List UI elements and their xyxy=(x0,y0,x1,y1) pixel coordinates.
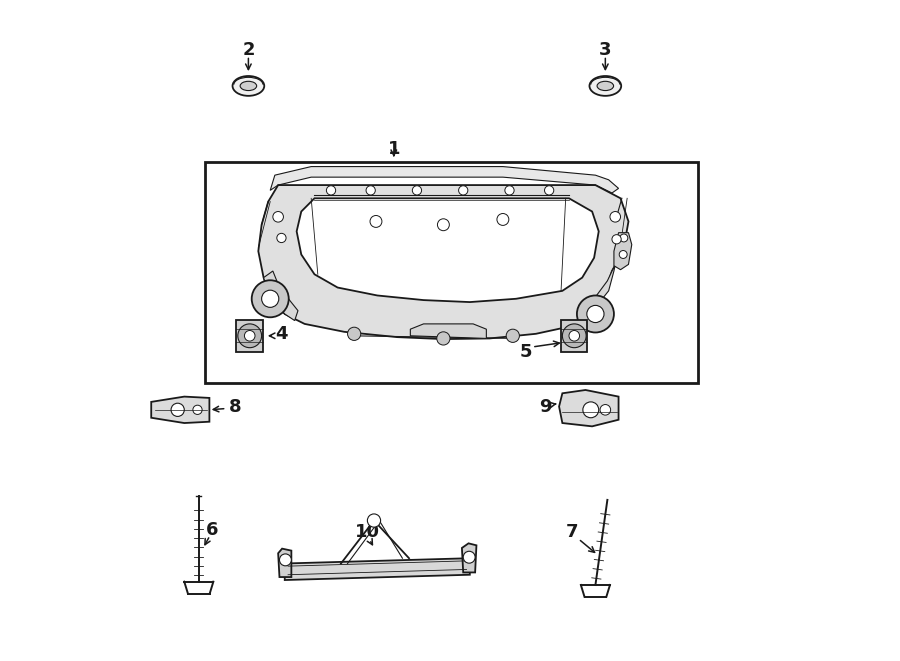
Ellipse shape xyxy=(240,81,256,91)
Circle shape xyxy=(367,514,381,527)
Text: 2: 2 xyxy=(242,40,255,59)
Ellipse shape xyxy=(232,76,265,96)
Circle shape xyxy=(562,324,586,348)
Polygon shape xyxy=(258,185,628,339)
Polygon shape xyxy=(151,397,210,423)
Circle shape xyxy=(277,233,286,243)
Circle shape xyxy=(569,330,580,341)
Circle shape xyxy=(245,330,255,341)
Text: 4: 4 xyxy=(275,325,288,343)
Text: 5: 5 xyxy=(520,342,532,361)
Circle shape xyxy=(459,186,468,195)
Circle shape xyxy=(238,324,262,348)
Circle shape xyxy=(544,186,554,195)
Polygon shape xyxy=(559,390,618,426)
Circle shape xyxy=(193,405,202,414)
Bar xyxy=(237,320,263,352)
Circle shape xyxy=(610,212,620,222)
Text: 9: 9 xyxy=(540,397,552,416)
Circle shape xyxy=(370,215,382,227)
Circle shape xyxy=(497,214,508,225)
Ellipse shape xyxy=(597,81,614,91)
Bar xyxy=(205,162,698,383)
Text: 8: 8 xyxy=(229,397,241,416)
Circle shape xyxy=(619,251,627,258)
Circle shape xyxy=(327,186,336,195)
Polygon shape xyxy=(614,233,632,270)
Circle shape xyxy=(612,235,621,244)
Polygon shape xyxy=(284,558,470,580)
Circle shape xyxy=(506,329,519,342)
Circle shape xyxy=(587,305,604,323)
Text: 1: 1 xyxy=(388,139,400,158)
Polygon shape xyxy=(410,324,486,338)
Text: 10: 10 xyxy=(355,523,380,541)
Circle shape xyxy=(252,280,289,317)
Circle shape xyxy=(273,212,284,222)
Bar xyxy=(561,320,588,352)
Text: 3: 3 xyxy=(599,40,612,59)
Circle shape xyxy=(366,186,375,195)
Polygon shape xyxy=(270,167,618,193)
Circle shape xyxy=(600,405,610,415)
Circle shape xyxy=(583,402,599,418)
Polygon shape xyxy=(462,543,476,572)
Text: 7: 7 xyxy=(566,523,579,541)
Polygon shape xyxy=(264,271,298,321)
Circle shape xyxy=(464,551,475,563)
Text: 6: 6 xyxy=(206,521,219,539)
Polygon shape xyxy=(278,549,292,577)
Circle shape xyxy=(437,219,449,231)
Circle shape xyxy=(171,403,184,416)
Circle shape xyxy=(577,295,614,332)
Circle shape xyxy=(505,186,514,195)
Circle shape xyxy=(347,327,361,340)
Circle shape xyxy=(620,234,628,242)
Polygon shape xyxy=(297,198,598,302)
Ellipse shape xyxy=(590,76,621,96)
Polygon shape xyxy=(579,264,616,324)
Circle shape xyxy=(262,290,279,307)
Circle shape xyxy=(412,186,421,195)
Circle shape xyxy=(436,332,450,345)
Circle shape xyxy=(280,554,292,566)
